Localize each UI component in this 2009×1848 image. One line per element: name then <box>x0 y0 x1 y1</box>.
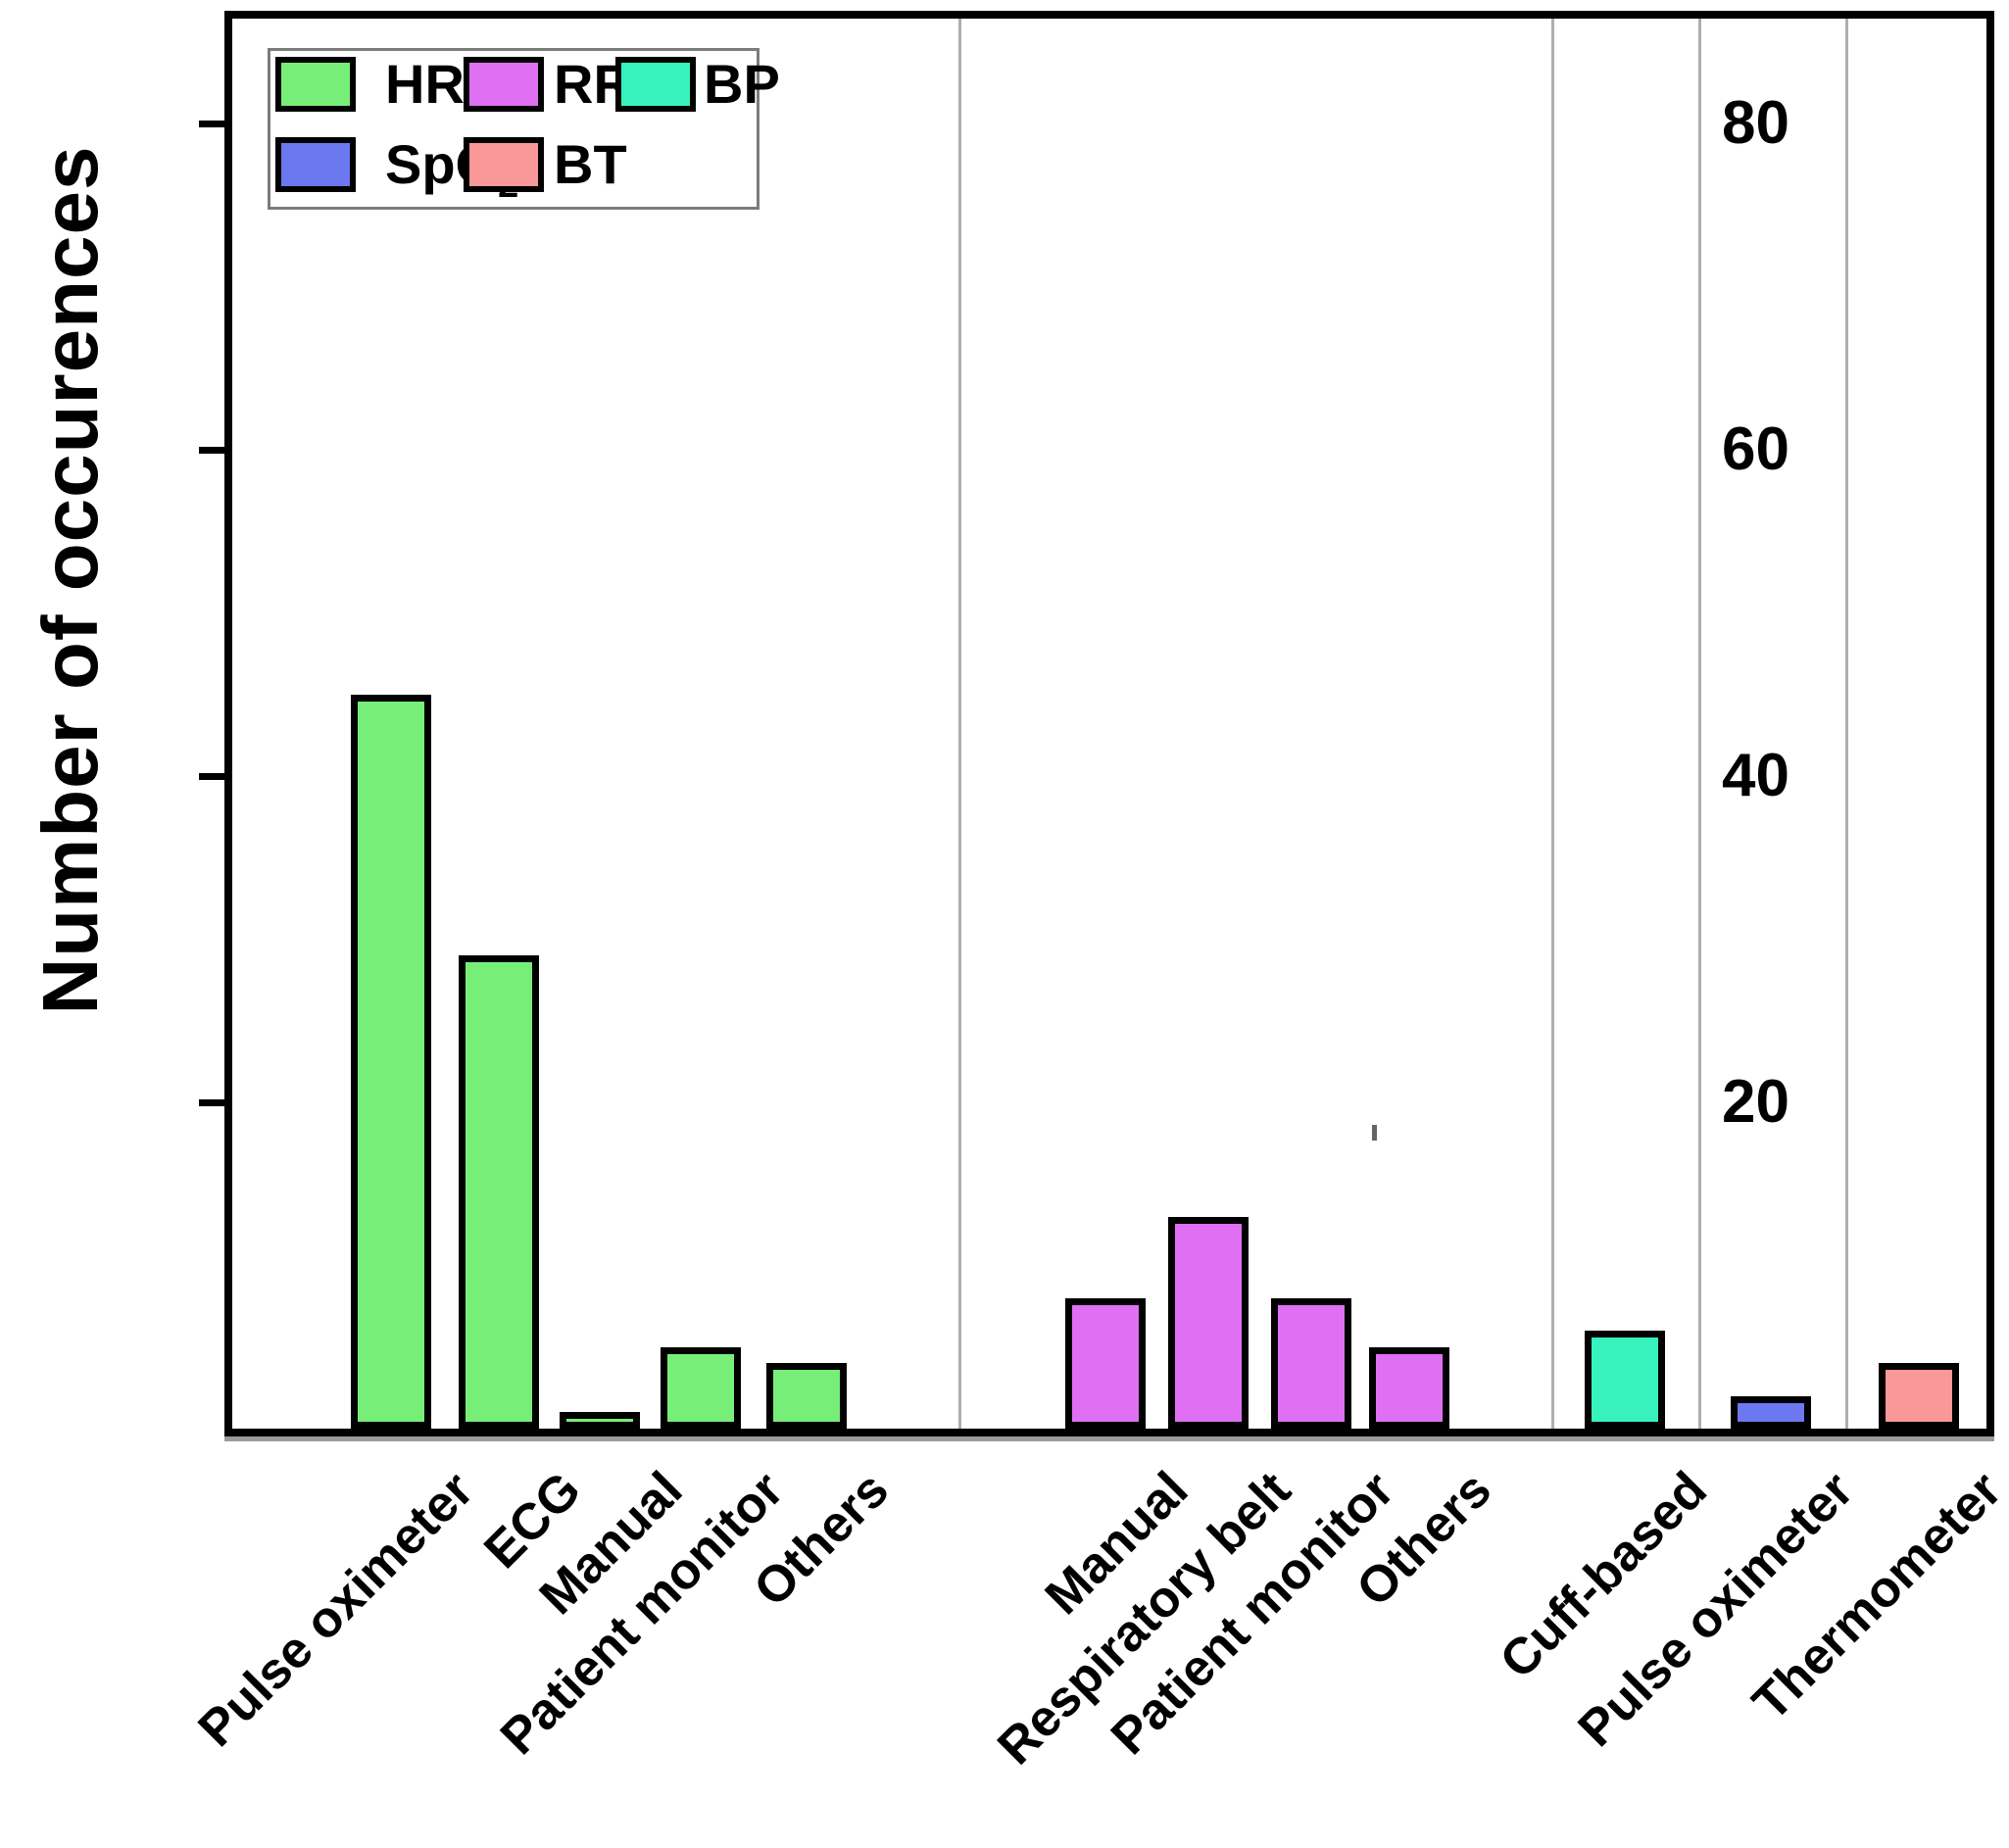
y-axis-tick <box>199 447 224 454</box>
y-axis-tick-label: 80 <box>1722 89 1789 157</box>
stray-mark-artifact <box>1372 1125 1377 1141</box>
y-axis-tick <box>199 1099 224 1106</box>
legend-swatch-hr <box>275 57 356 112</box>
bar-bp-cuff-based <box>1585 1331 1665 1429</box>
y-axis-tick <box>199 773 224 780</box>
bar-hr-ecg <box>459 955 539 1429</box>
group-separator-line <box>1551 19 1554 1429</box>
group-separator-line <box>1698 19 1701 1429</box>
y-axis-tick-label: 20 <box>1722 1068 1789 1136</box>
bar-hr-pulse-oximeter <box>351 695 431 1429</box>
legend-label-bp: BP <box>704 53 780 115</box>
legend-swatch-bt <box>464 137 544 192</box>
legend-swatch-bp <box>615 57 696 112</box>
y-axis-title: Number of occurences <box>26 145 114 1015</box>
y-axis-tick-label: 40 <box>1722 742 1789 809</box>
bar-hr-manual <box>560 1412 640 1429</box>
group-separator-line <box>1845 19 1848 1429</box>
legend-label-bt: BT <box>554 133 627 195</box>
x-axis-tick-label: Pulse oximeter <box>1567 1461 1865 1758</box>
bar-rr-manual <box>1065 1298 1146 1429</box>
bar-hr-patient-monitor <box>661 1347 741 1429</box>
bar-rr-patient-monitor <box>1271 1298 1351 1429</box>
y-axis-tick-label: 60 <box>1722 415 1789 483</box>
group-separator-line <box>958 19 961 1429</box>
legend-label-hr: HR <box>385 53 465 115</box>
legend-swatch-spo <box>275 137 356 192</box>
bar-rr-respiratory-belt <box>1168 1217 1249 1429</box>
bar-rr-others <box>1369 1347 1449 1429</box>
bar-bt-thermometer <box>1879 1363 1959 1429</box>
legend-swatch-rr <box>464 57 544 112</box>
plot-frame <box>224 11 1994 1436</box>
baseline-shadow-line <box>224 1436 1994 1441</box>
bar-spo2-pulse-oximeter <box>1731 1396 1811 1429</box>
x-axis-tick-label: Pulse oximeter <box>187 1461 485 1758</box>
y-axis-tick <box>199 121 224 127</box>
bar-hr-others <box>766 1363 847 1429</box>
